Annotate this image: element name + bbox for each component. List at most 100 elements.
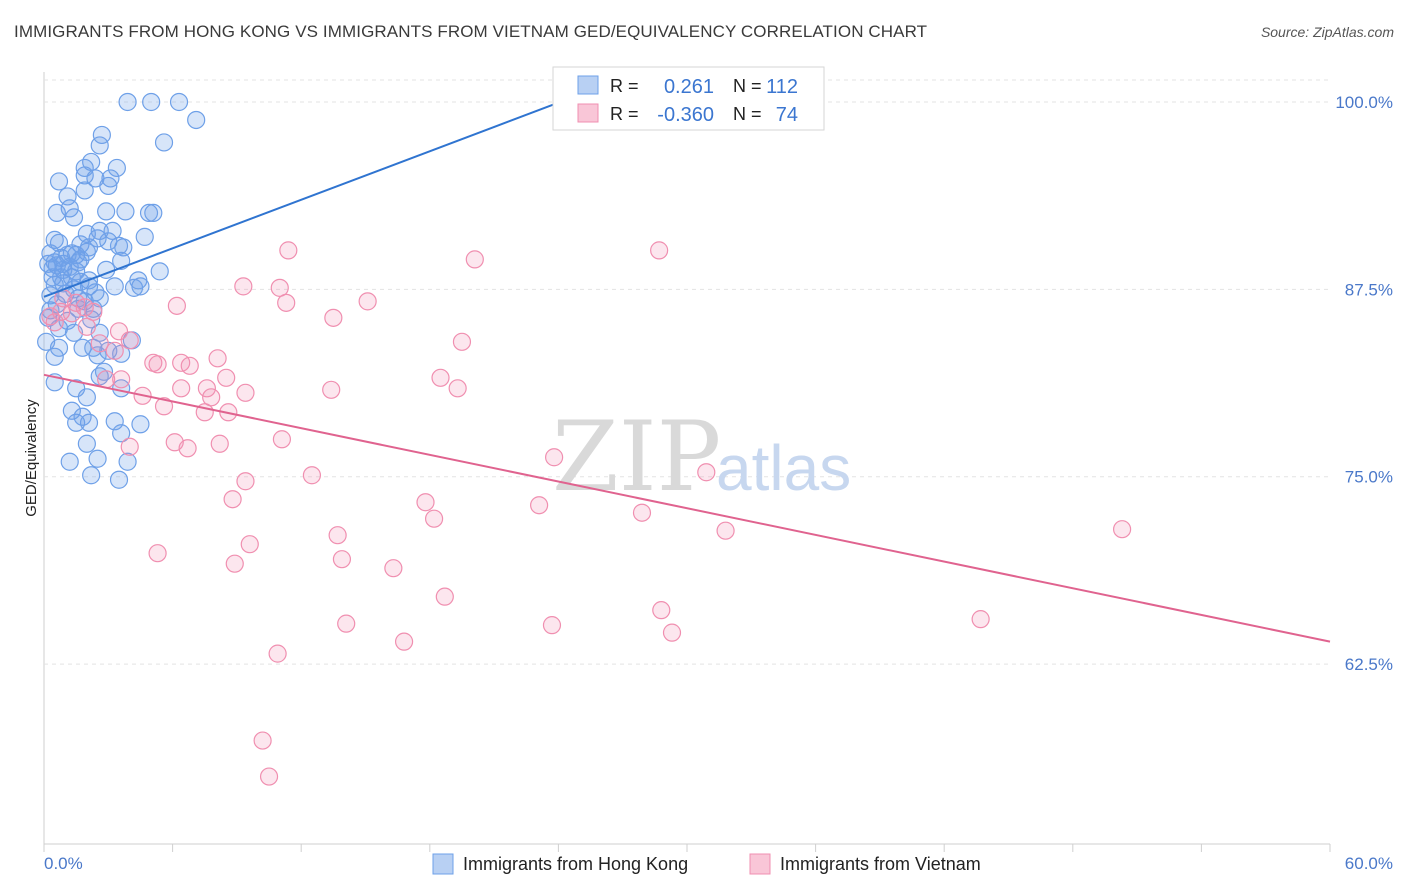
point-vietnam: [650, 241, 669, 260]
y-tick-label: 100.0%: [1335, 93, 1393, 112]
y-tick-label: 75.0%: [1345, 468, 1393, 487]
point-hong-kong: [73, 338, 92, 357]
chart-title: IMMIGRANTS FROM HONG KONG VS IMMIGRANTS …: [14, 22, 928, 41]
point-vietnam: [105, 341, 124, 360]
series-vietnam-points: [41, 241, 1132, 786]
point-hong-kong: [49, 172, 69, 191]
point-vietnam: [236, 472, 255, 491]
point-vietnam: [277, 293, 296, 312]
watermark-atlas: atlas: [716, 432, 851, 504]
point-vietnam: [148, 544, 167, 563]
point-hong-kong: [109, 470, 129, 489]
point-hong-kong: [103, 221, 122, 240]
point-vietnam: [77, 317, 96, 336]
point-vietnam: [545, 448, 564, 467]
point-hong-kong: [97, 202, 116, 221]
point-vietnam: [178, 439, 197, 458]
point-vietnam: [416, 493, 435, 512]
point-vietnam: [259, 767, 279, 786]
point-vietnam: [225, 554, 244, 573]
point-vietnam: [384, 559, 403, 578]
point-vietnam: [448, 379, 467, 398]
correlation-legend: R = 0.261 N = 112 R = -0.360 N = 74: [552, 66, 825, 131]
point-vietnam: [148, 355, 167, 374]
point-hong-kong: [142, 92, 161, 112]
legend-r-label-1: R =: [610, 76, 639, 96]
point-hong-kong: [118, 92, 137, 112]
point-vietnam: [652, 601, 671, 620]
point-vietnam: [971, 610, 990, 629]
point-hong-kong: [139, 203, 159, 223]
point-hong-kong: [71, 250, 90, 269]
watermark: ZIP atlas: [552, 401, 851, 513]
trendline-vietnam: [43, 373, 1331, 643]
gridlines: [44, 79, 1330, 665]
point-vietnam: [272, 430, 292, 449]
point-vietnam: [253, 731, 272, 750]
y-tick-label: 62.5%: [1345, 655, 1393, 674]
point-vietnam: [236, 383, 255, 402]
point-hong-kong: [116, 202, 135, 221]
point-hong-kong: [75, 181, 94, 200]
point-hong-kong: [60, 452, 79, 471]
point-vietnam: [394, 632, 414, 651]
trendline-hong-kong: [43, 81, 613, 298]
legend-n-label-1: N =: [733, 76, 762, 96]
bottom-legend-swatch-hong-kong: [432, 853, 454, 875]
point-vietnam: [358, 292, 377, 311]
point-vietnam: [332, 550, 352, 569]
watermark-zip: ZIP: [552, 401, 721, 513]
point-hong-kong: [112, 424, 131, 443]
point-hong-kong: [99, 176, 118, 196]
point-vietnam: [268, 644, 287, 663]
point-vietnam: [716, 521, 735, 540]
point-hong-kong: [187, 110, 206, 130]
point-hong-kong: [135, 227, 154, 246]
point-vietnam: [632, 503, 652, 522]
point-hong-kong: [54, 260, 73, 279]
bottom-legend-label-vietnam: Immigrants from Vietnam: [780, 854, 981, 874]
point-vietnam: [120, 437, 139, 456]
point-hong-kong: [124, 278, 144, 297]
point-hong-kong: [150, 262, 169, 281]
legend-n-label-2: N =: [733, 104, 762, 124]
point-vietnam: [270, 278, 289, 297]
point-vietnam: [530, 496, 549, 515]
point-vietnam: [234, 277, 253, 296]
legend-swatch-hong-kong: [577, 75, 599, 95]
point-vietnam: [697, 463, 716, 482]
point-hong-kong: [75, 166, 94, 185]
point-vietnam: [210, 434, 229, 453]
point-hong-kong: [90, 136, 109, 155]
legend-n-value-2: 74: [776, 104, 798, 126]
point-vietnam: [217, 368, 236, 387]
point-vietnam: [208, 349, 227, 368]
point-hong-kong: [62, 401, 81, 420]
point-vietnam: [328, 526, 347, 545]
point-hong-kong: [77, 388, 96, 407]
legend-r-value-2: -0.360: [657, 104, 714, 126]
point-hong-kong: [45, 347, 64, 366]
bottom-legend-swatch-vietnam: [749, 853, 771, 875]
trend-lines: [43, 81, 1331, 643]
point-vietnam: [322, 380, 341, 399]
point-hong-kong: [131, 277, 150, 296]
point-vietnam: [172, 379, 191, 398]
point-vietnam: [424, 509, 444, 528]
point-vietnam: [154, 397, 174, 416]
point-vietnam: [180, 356, 199, 375]
point-vietnam: [120, 331, 139, 350]
bottom-legend-label-hong-kong: Immigrants from Hong Kong: [463, 854, 688, 874]
y-tick-label: 87.5%: [1345, 280, 1393, 299]
legend-swatch-vietnam: [577, 103, 599, 123]
point-hong-kong: [131, 415, 150, 434]
point-vietnam: [240, 535, 259, 554]
point-vietnam: [1112, 520, 1132, 539]
source-label: Source: ZipAtlas.com: [1260, 24, 1394, 40]
legend-n-value-1: 112: [766, 76, 798, 98]
point-hong-kong: [77, 224, 96, 243]
point-vietnam: [197, 379, 216, 398]
point-vietnam: [324, 308, 343, 327]
point-hong-kong: [82, 466, 101, 485]
point-hong-kong: [77, 434, 96, 453]
